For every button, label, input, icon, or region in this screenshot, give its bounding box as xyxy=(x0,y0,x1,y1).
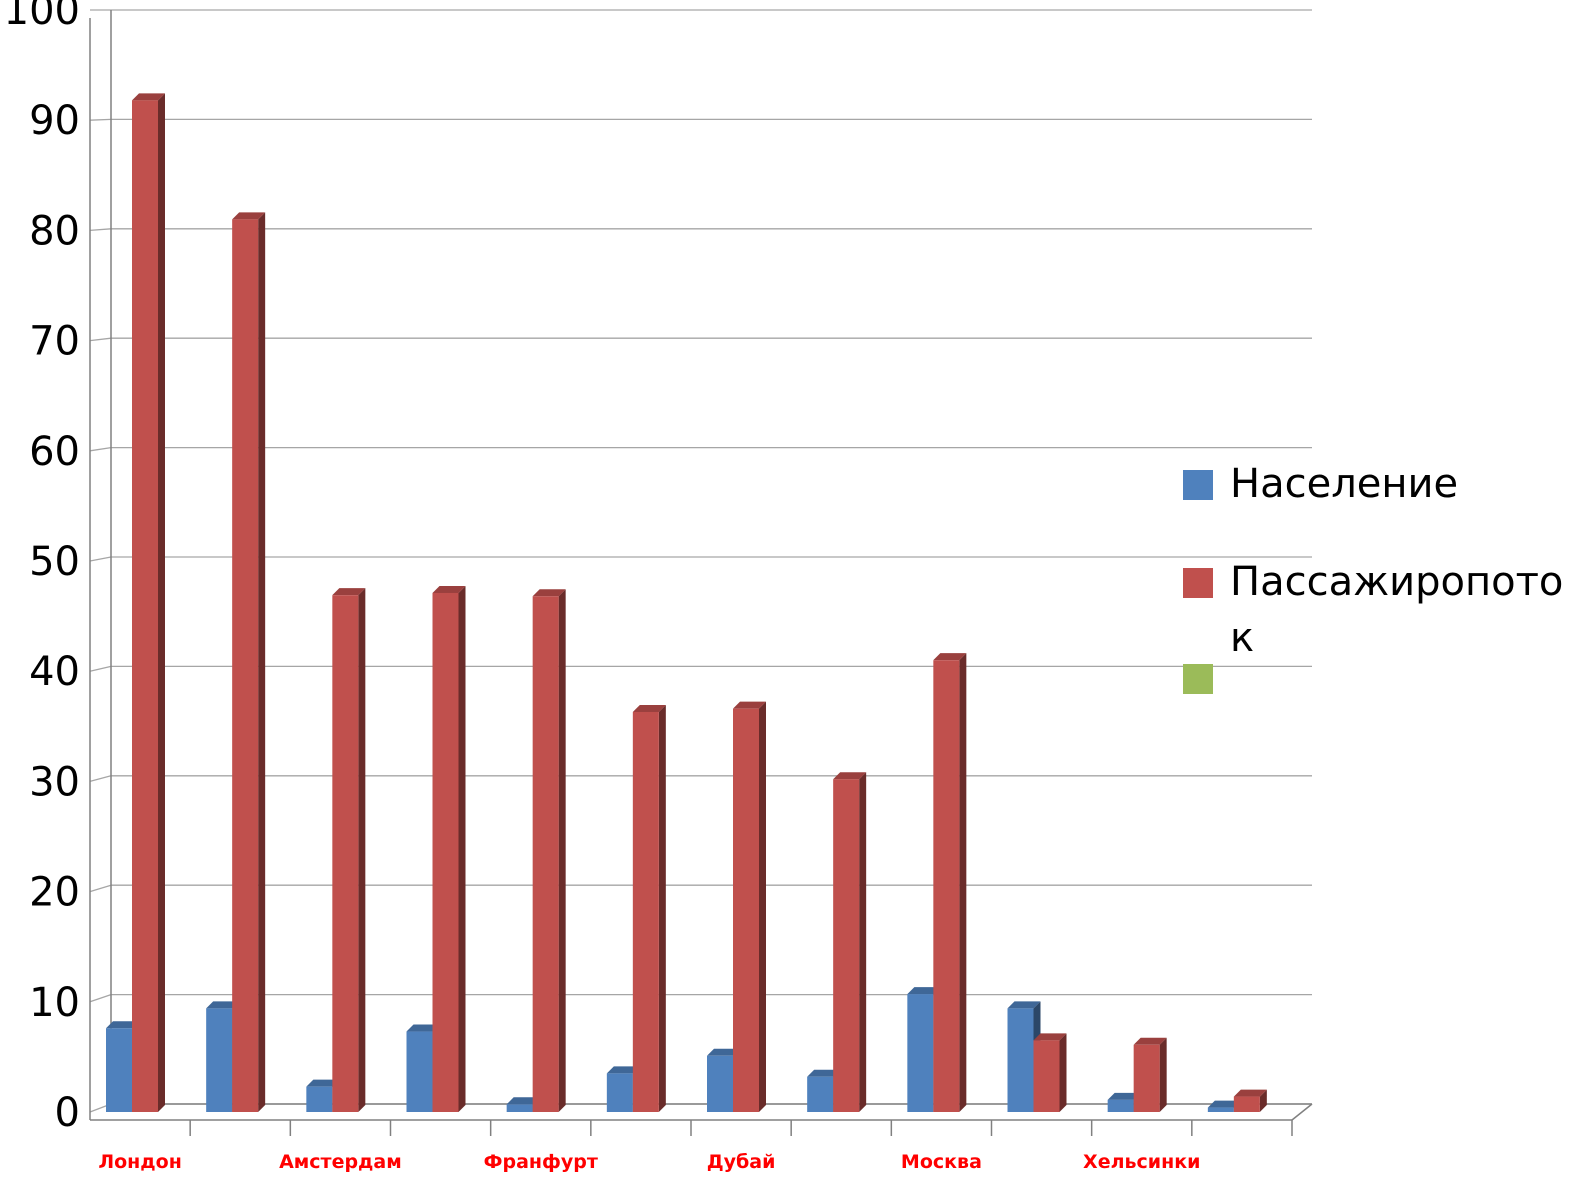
gridline-side xyxy=(89,884,112,893)
y-tick-label: 70 xyxy=(29,319,80,365)
y-tick-label: 100 xyxy=(4,0,80,34)
bar-passengers xyxy=(332,588,366,1112)
x-category-label: Москва xyxy=(901,1151,982,1173)
y-tick-label: 40 xyxy=(29,649,80,695)
gridline-side xyxy=(89,446,112,452)
gridline-side xyxy=(89,228,112,232)
gridlines xyxy=(89,9,1312,1113)
legend: Население Пассажиропото к xyxy=(1183,461,1563,694)
bar-passengers xyxy=(132,93,165,1112)
gridline-side xyxy=(89,337,112,342)
bar-passengers xyxy=(232,212,266,1112)
y-tick-label: 90 xyxy=(29,98,80,144)
x-category-label: Лондон xyxy=(98,1151,182,1173)
gridline-side xyxy=(89,993,112,1003)
bar-passengers xyxy=(432,585,466,1112)
legend-label: к xyxy=(1230,615,1254,661)
legend-item xyxy=(1183,664,1213,694)
axes xyxy=(89,10,1313,1136)
x-category-label: Дубай xyxy=(707,1151,776,1173)
axis-line xyxy=(1291,1103,1313,1121)
y-axis-ticks: 0 10 20 30 40 50 60 70 80 90 100 xyxy=(4,0,80,1136)
bar-passengers xyxy=(1033,1033,1067,1112)
x-category-label: Франфурт xyxy=(484,1151,598,1173)
x-axis-labels: Лондон Амстердам Франфурт Дубай Москва Хельси… xyxy=(98,1151,1200,1173)
bar-passengers xyxy=(833,772,867,1112)
y-tick-label: 10 xyxy=(29,980,80,1026)
bar-passengers xyxy=(532,589,566,1112)
legend-item: Пассажиропото к xyxy=(1183,559,1563,661)
gridline-side xyxy=(89,775,112,783)
legend-item: Население xyxy=(1183,461,1458,507)
y-tick-label: 0 xyxy=(55,1090,80,1136)
gridline-side xyxy=(89,665,112,672)
bar-passengers xyxy=(733,701,766,1112)
y-tick-label: 20 xyxy=(29,870,80,916)
bar-passengers xyxy=(632,704,666,1112)
x-category-label: Амстердам xyxy=(279,1151,402,1173)
x-category-label: Хельсинки xyxy=(1083,1151,1200,1173)
bar-passengers xyxy=(933,653,967,1112)
bars xyxy=(106,93,1267,1112)
legend-swatch xyxy=(1183,568,1213,598)
legend-swatch xyxy=(1183,664,1213,694)
y-tick-label: 50 xyxy=(29,539,80,585)
gridline-side xyxy=(89,556,112,562)
bar-passengers xyxy=(1233,1089,1267,1112)
y-tick-label: 60 xyxy=(29,429,80,475)
gridline-side xyxy=(89,118,112,121)
y-tick-label: 30 xyxy=(29,759,80,805)
y-tick-label: 80 xyxy=(29,208,80,254)
legend-label: Пассажиропото xyxy=(1230,559,1563,605)
legend-label: Население xyxy=(1230,461,1458,507)
bar-passengers xyxy=(1133,1037,1167,1112)
legend-swatch xyxy=(1183,470,1213,500)
